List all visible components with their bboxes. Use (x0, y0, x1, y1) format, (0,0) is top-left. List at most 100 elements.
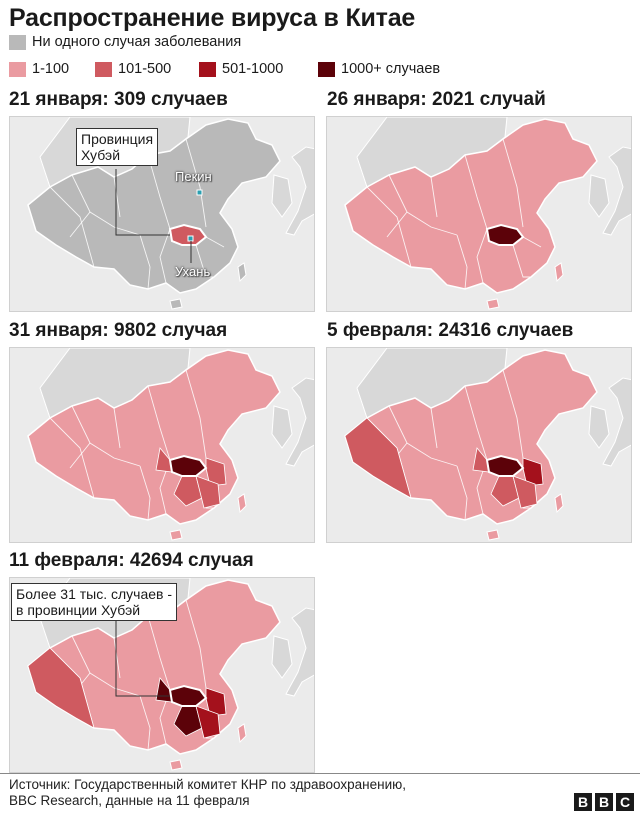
panel-2-province-border-7 (522, 236, 542, 248)
panel-2-china (344, 118, 598, 294)
panel-1-province-border-6 (139, 234, 151, 290)
panel-1-taiwan (237, 262, 247, 283)
legend-item-1-100: 1-100 (9, 61, 69, 77)
panel-2-map-svg (327, 117, 631, 311)
bbc-logo-block-1: B (574, 793, 592, 811)
panel-1-province-border-5 (69, 211, 91, 238)
panel-1-callout: Провинция Хубэй (76, 128, 159, 166)
panel-4-province-border-4 (502, 369, 524, 459)
legend-label-101-500: 101-500 (118, 61, 172, 77)
panel-1-hubei-province (168, 223, 208, 246)
panel-2-province-border-4 (502, 138, 524, 228)
panel-1-japan (285, 146, 314, 236)
panel-1-province-border-1 (71, 174, 141, 236)
panel-2-korea (588, 174, 610, 218)
panel-3-taiwan (237, 493, 247, 514)
panel-4-province-border-3 (464, 385, 488, 461)
panel-4-west-province (344, 417, 412, 499)
panel-2-province-border-1 (388, 174, 458, 236)
panel-1-province-border-4 (185, 138, 207, 228)
legend-swatch-1-100 (9, 61, 26, 77)
panel-1-map: Провинция Хубэй Пекин Ухань (9, 116, 315, 312)
panel-5-west-province (27, 647, 95, 729)
panel-4-hubei-province (485, 454, 525, 477)
panel-2-province-border-6 (456, 234, 468, 290)
panel-3-province-border-10 (49, 417, 95, 499)
panel-1-korea (271, 174, 293, 218)
panel-2-taiwan (554, 262, 564, 283)
panel-4-hainan (486, 529, 500, 541)
panel-2-hubei-province (485, 223, 525, 246)
panel-2-map (326, 116, 632, 312)
panel-5-callout-leader-line (115, 618, 170, 697)
panel-3-hainan (169, 529, 183, 541)
source-note: Источник: Государственный комитет КНР по… (9, 777, 406, 809)
infographic-title: Распространение вируса в Китае (9, 4, 416, 32)
panel-4-map (326, 347, 632, 543)
panel-1-province-border-2 (113, 176, 121, 218)
legend-item-501-1000: 501-1000 (199, 61, 283, 77)
panel-5-korea (271, 635, 293, 679)
wuhan-marker (187, 235, 194, 242)
panel-4-title: 5 февраля: 24316 случаев (327, 320, 574, 341)
panel-5-title: 11 февраля: 42694 случая (9, 550, 254, 571)
panel-5-province-border-1 (71, 635, 141, 697)
legend-label-1000-plus: 1000+ случаев (341, 61, 441, 77)
panel-1-province-border-8 (195, 244, 214, 278)
panel-2-province-border-9 (476, 228, 488, 284)
panel-5-province-border-6 (139, 695, 151, 751)
panel-1-province-border-3 (147, 154, 171, 230)
panel-3-map-svg (10, 348, 314, 542)
panel-4-province-border-2 (430, 407, 438, 449)
panel-5-hainan (169, 759, 183, 771)
panel-4-japan (602, 377, 631, 467)
panel-5-province-border-2 (113, 637, 121, 679)
panel-5-callout-text: Более 31 тыс. случаев - в провинции Хубэ… (16, 586, 173, 618)
panel-3-province-border-2 (113, 407, 121, 449)
bbc-logo: B B C (574, 793, 634, 811)
panel-1-province-border-10 (49, 186, 95, 268)
panel-2-province-border-2 (430, 176, 438, 218)
panel-3-hubei-province (168, 454, 208, 477)
panel-3-province-border-6 (139, 465, 151, 521)
legend-label-1-100: 1-100 (32, 61, 70, 77)
panel-3-province-border-1 (71, 405, 141, 467)
panel-1-hainan (169, 298, 183, 310)
legend-item-101-500: 101-500 (95, 61, 171, 77)
panel-4-province-border-1 (388, 405, 458, 467)
panel-3-map (9, 347, 315, 543)
source-line-1: Источник: Государственный комитет КНР по… (9, 777, 406, 792)
panel-4-taiwan (554, 493, 564, 514)
panel-3-province-border-5 (69, 442, 91, 469)
panel-4-neighbor-province-4 (512, 475, 538, 509)
source-line-2: BBC Research, данные на 11 февраля (9, 793, 250, 808)
city-label-wuhan: Ухань (175, 264, 211, 279)
panel-3-title: 31 января: 9802 случая (9, 320, 228, 341)
panel-5-map: Более 31 тыс. случаев - в провинции Хубэ… (9, 577, 315, 773)
panel-1-callout-text: Провинция Хубэй (81, 131, 154, 163)
panel-2-province-border-8 (512, 244, 531, 278)
bbc-logo-block-3: C (616, 793, 634, 811)
panel-3-province-border-4 (185, 369, 207, 459)
panel-1-province-border-7 (205, 236, 225, 248)
footer-divider (0, 773, 640, 774)
panel-2-province-border-10 (366, 186, 412, 268)
panel-1-province-border-9 (159, 228, 171, 284)
panel-2-hainan (486, 298, 500, 310)
panel-4-province-border-6 (456, 465, 468, 521)
panel-4-korea (588, 405, 610, 449)
legend-item-1000-plus: 1000+ случаев (318, 61, 440, 77)
panel-3-neighbor-province-4 (195, 475, 221, 509)
panel-5-neighbor-province-4 (195, 705, 221, 739)
panel-2-province-border-5 (386, 211, 408, 238)
panel-5-japan (285, 607, 314, 697)
legend-swatch-501-1000 (199, 61, 216, 77)
panel-1-title: 21 января: 309 случаев (9, 89, 228, 110)
panel-5-hubei-province (168, 684, 208, 707)
legend-label-none: Ни одного случая заболевания (32, 34, 242, 50)
city-label-beijing: Пекин (175, 169, 212, 184)
legend-swatch-101-500 (95, 61, 112, 77)
legend-item-none: Ни одного случая заболевания (9, 34, 241, 50)
panel-1-callout-leader-line (115, 169, 170, 236)
panel-3-korea (271, 405, 293, 449)
